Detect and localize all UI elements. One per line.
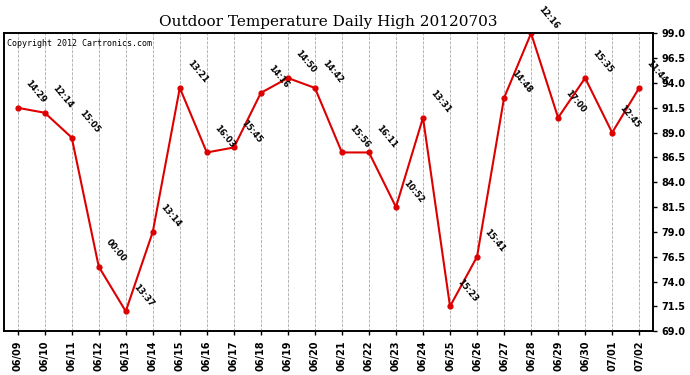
Point [309, 85, 320, 91]
Text: 14:48: 14:48 [510, 69, 533, 95]
Text: Copyright 2012 Cartronics.com: Copyright 2012 Cartronics.com [8, 39, 152, 48]
Point [66, 135, 77, 141]
Text: 16:11: 16:11 [375, 123, 399, 150]
Point [337, 150, 348, 156]
Text: 12:16: 12:16 [537, 4, 561, 30]
Text: 00:00: 00:00 [104, 238, 128, 264]
Point [499, 95, 510, 101]
Point [282, 75, 293, 81]
Text: 13:31: 13:31 [428, 89, 453, 115]
Point [526, 30, 537, 36]
Point [633, 85, 644, 91]
Point [120, 308, 131, 314]
Point [607, 130, 618, 136]
Point [444, 303, 455, 309]
Text: 14:16: 14:16 [266, 64, 290, 90]
Point [228, 144, 239, 150]
Point [471, 254, 482, 260]
Title: Outdoor Temperature Daily High 20120703: Outdoor Temperature Daily High 20120703 [159, 15, 497, 29]
Text: 12:14: 12:14 [50, 84, 75, 110]
Text: 13:14: 13:14 [158, 203, 182, 229]
Point [39, 110, 50, 116]
Point [93, 264, 104, 270]
Text: 15:05: 15:05 [77, 108, 101, 135]
Text: 14:29: 14:29 [23, 79, 48, 105]
Text: 15:35: 15:35 [591, 49, 615, 75]
Text: 12:45: 12:45 [618, 104, 642, 130]
Text: 11:44: 11:44 [644, 59, 669, 85]
Point [175, 85, 186, 91]
Text: 15:45: 15:45 [239, 118, 264, 145]
Text: 14:42: 14:42 [320, 59, 344, 85]
Point [391, 204, 402, 210]
Text: 10:52: 10:52 [402, 178, 426, 204]
Text: 15:41: 15:41 [482, 228, 506, 254]
Text: 14:50: 14:50 [293, 49, 317, 75]
Point [12, 105, 23, 111]
Point [580, 75, 591, 81]
Point [147, 229, 158, 235]
Text: 15:56: 15:56 [348, 123, 372, 150]
Point [364, 150, 375, 156]
Point [417, 115, 428, 121]
Text: 13:37: 13:37 [131, 282, 155, 309]
Point [553, 115, 564, 121]
Text: 16:03: 16:03 [213, 123, 237, 150]
Point [201, 150, 213, 156]
Text: 15:23: 15:23 [455, 277, 480, 304]
Text: 13:21: 13:21 [186, 59, 210, 85]
Point [255, 90, 266, 96]
Text: 17:00: 17:00 [564, 89, 588, 115]
